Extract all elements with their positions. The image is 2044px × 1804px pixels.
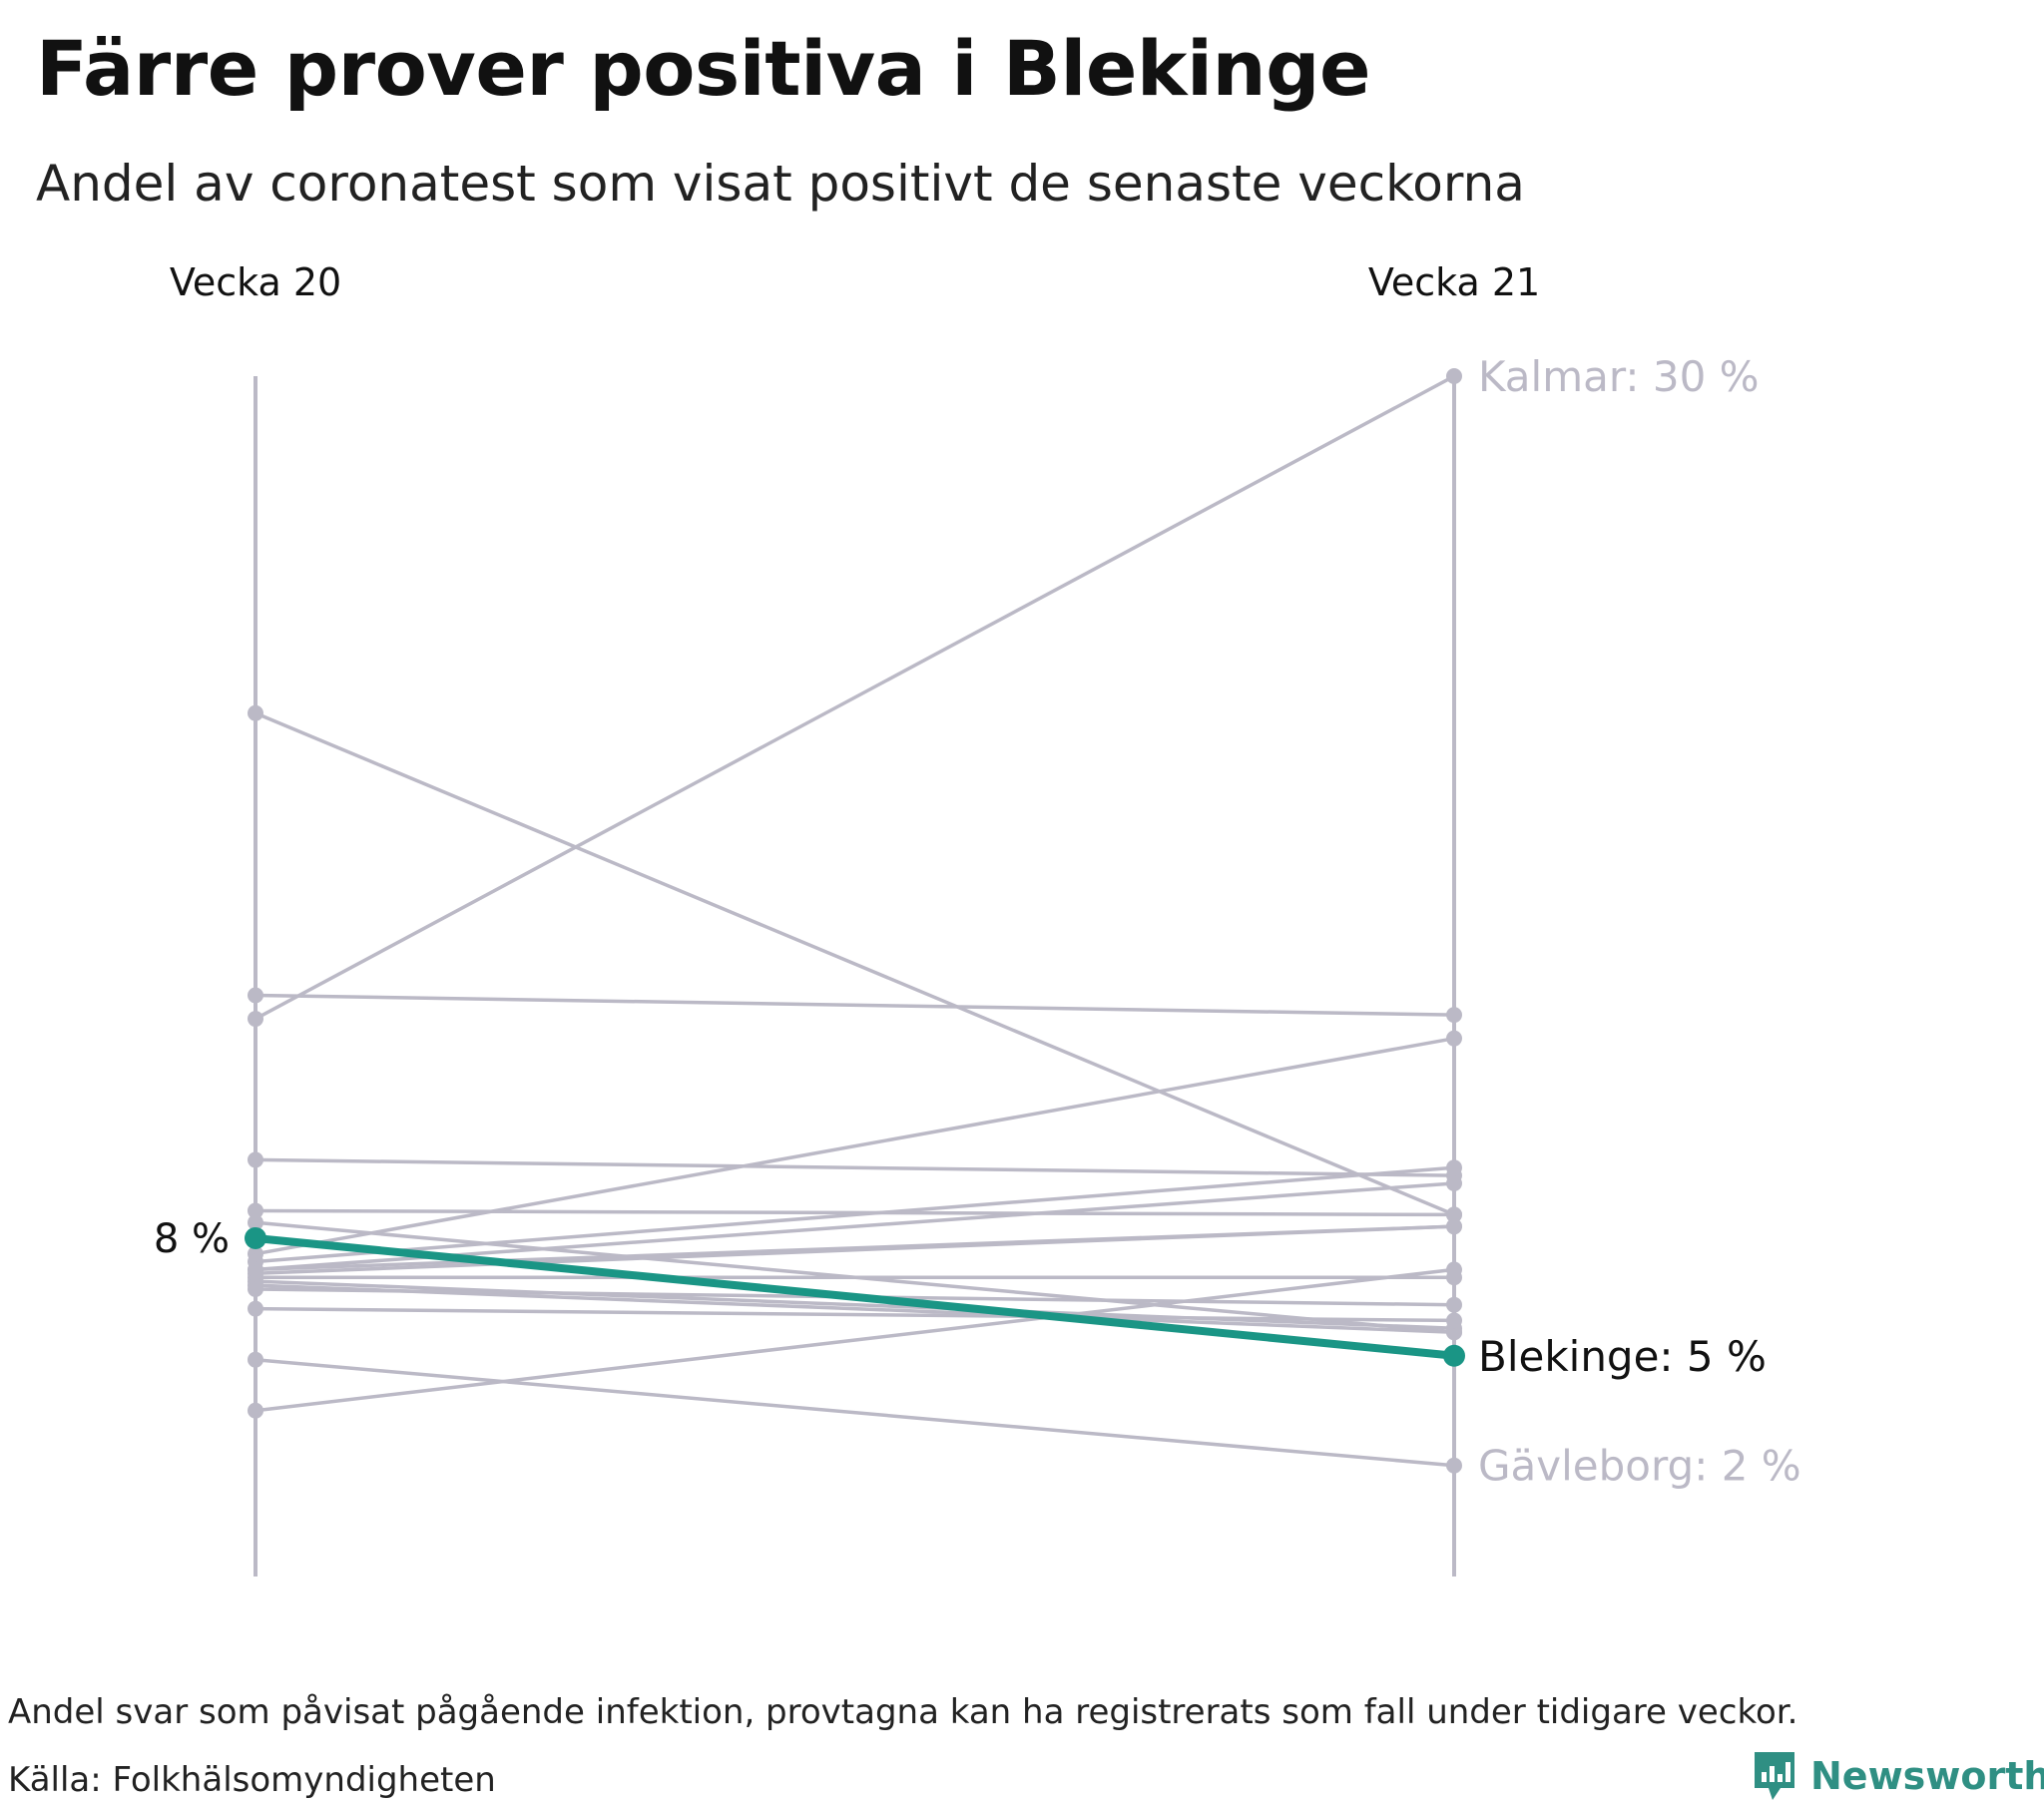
brand-logo[interactable]: Newsworthy	[1753, 1748, 2044, 1804]
series-point	[248, 1151, 263, 1168]
series-line	[255, 1267, 1455, 1413]
highlight-line	[255, 1233, 1455, 1360]
series-line	[255, 1036, 1455, 1256]
x-category-label: Vecka 21	[1368, 260, 1540, 304]
highlight-point	[1443, 1344, 1465, 1367]
highlight-layer	[245, 1226, 1465, 1367]
series-point	[248, 1281, 263, 1298]
series-line	[255, 1306, 1455, 1323]
series-layer	[248, 368, 1462, 1474]
bar-chart-speech-bubble-icon	[1755, 1752, 1794, 1800]
series-point	[1446, 1218, 1462, 1235]
series-point	[1446, 1296, 1462, 1313]
series-point	[1446, 1206, 1462, 1223]
series-line	[255, 1279, 1455, 1331]
brand-name: Newsworthy	[1810, 1754, 2044, 1798]
series-point	[1446, 1312, 1462, 1329]
series-point	[1446, 1030, 1462, 1047]
series-line	[255, 1157, 1455, 1177]
series-line	[255, 1208, 1455, 1217]
series-line	[255, 993, 1455, 1017]
x-category-label: Vecka 20	[170, 260, 341, 304]
series-line	[255, 1357, 1455, 1468]
series-point	[1446, 1007, 1462, 1024]
highlight-start-label: 8 %	[154, 1216, 230, 1262]
series-point	[248, 987, 263, 1004]
footnote: Andel svar som påvisat pågående infektio…	[8, 1692, 1798, 1732]
series-end-label-gavleborg: Gävleborg: 2 %	[1478, 1442, 1801, 1491]
series-line	[255, 1165, 1455, 1264]
highlight-point	[245, 1226, 266, 1249]
series-end-label-kalmar: Kalmar: 30 %	[1478, 352, 1760, 401]
page-subtitle: Andel av coronatest som visat positivt d…	[36, 155, 1525, 213]
series-point	[1446, 1261, 1462, 1278]
series-point	[1446, 1159, 1462, 1176]
series-point	[1446, 1324, 1462, 1341]
series-line	[255, 711, 1455, 1217]
series-point	[248, 704, 263, 721]
series-line	[255, 374, 1455, 1021]
series-point	[248, 1202, 263, 1219]
series-point	[248, 1351, 263, 1368]
series-point	[1446, 368, 1462, 384]
series-point	[248, 1300, 263, 1317]
slope-chart: Vecka 20 Vecka 21 8 % Blekinge: 5 % Kalm…	[154, 260, 1801, 1577]
series-point	[1446, 1457, 1462, 1474]
series-line	[255, 1224, 1455, 1276]
highlight-end-label: Blekinge: 5 %	[1478, 1332, 1767, 1381]
series-point	[248, 1402, 263, 1419]
source-note: Källa: Folkhälsomyndigheten	[8, 1760, 496, 1800]
series-point	[1446, 1174, 1462, 1191]
page-title: Färre prover positiva i Blekinge	[36, 24, 1371, 113]
series-point	[248, 1011, 263, 1028]
series-point	[248, 1214, 263, 1231]
